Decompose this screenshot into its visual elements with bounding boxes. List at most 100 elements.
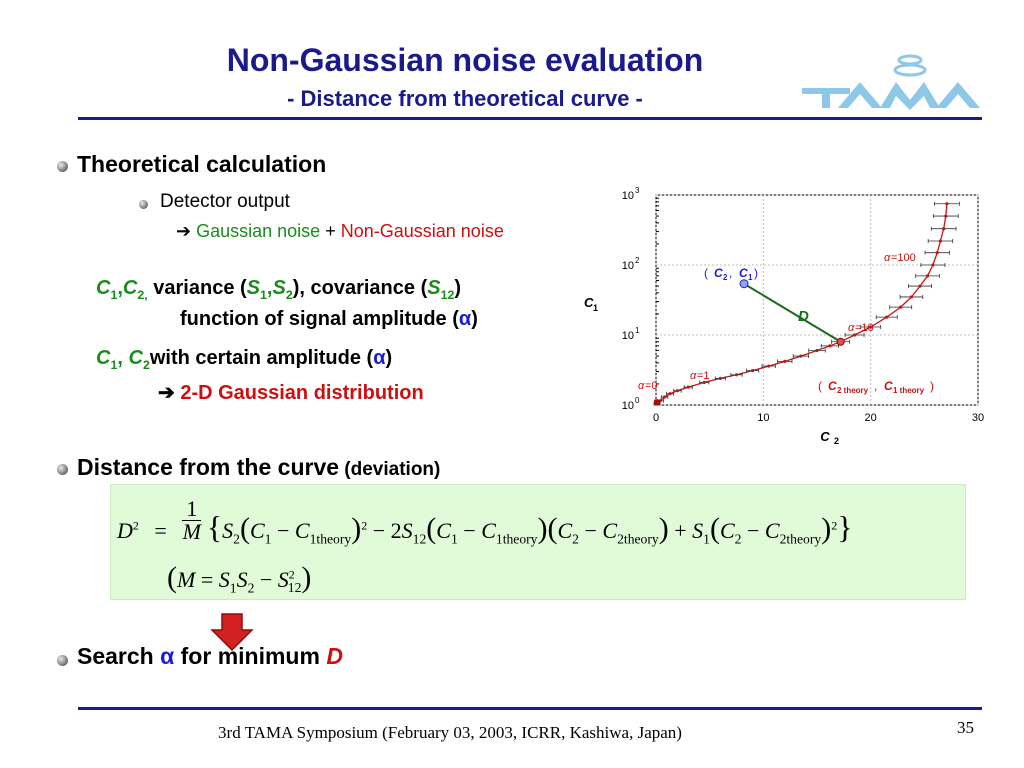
- eq-plus: +: [674, 518, 687, 543]
- data-point: [751, 369, 755, 373]
- eq-sub: 2: [233, 531, 240, 547]
- y-tick-label: 10: [622, 190, 634, 202]
- data-point: [938, 239, 943, 243]
- eq-sub: 1: [703, 531, 710, 547]
- point-label-close: ): [754, 266, 758, 280]
- point-label-c2: C: [714, 266, 723, 280]
- bullet-icon: [139, 200, 148, 209]
- slide-subtitle: - Distance from theoretical curve -: [287, 86, 643, 111]
- comma: ,: [117, 277, 123, 299]
- s2-symbol: S: [272, 277, 286, 299]
- s1-subscript: 1: [260, 288, 267, 302]
- y-tick-exponent: 1: [635, 326, 640, 335]
- eq-exponent: 2: [132, 518, 139, 533]
- detector-output-label: Detector output: [160, 191, 290, 212]
- eq-sub: 1theory: [309, 531, 352, 547]
- eq-c2: C: [557, 518, 573, 543]
- variance-text: variance (: [147, 277, 247, 299]
- eq-c2: C: [719, 518, 735, 543]
- bullet-icon: [57, 655, 68, 666]
- page-number: 35: [957, 718, 974, 737]
- c2-subscript: 2: [142, 358, 150, 372]
- alpha100-label-value: =100: [891, 252, 916, 264]
- s12-symbol: S: [427, 277, 441, 299]
- eq-minus: −: [259, 567, 273, 592]
- data-point: [702, 380, 706, 385]
- eq-minus: −: [746, 518, 760, 543]
- data-point: [662, 395, 667, 399]
- eq-exponent: 2: [288, 567, 295, 582]
- alpha0-label-greek: α: [638, 380, 645, 392]
- data-point: [925, 274, 930, 278]
- distance-heading-text: Distance from the curve: [77, 454, 340, 480]
- y-tick-exponent: 3: [635, 186, 640, 195]
- variance-line: C1,C2, variance (S1,S2), covariance (S12…: [96, 277, 462, 302]
- s2-subscript: 2: [285, 288, 293, 302]
- data-point: [909, 295, 914, 299]
- theory-label-c1-sub: 1 theory: [893, 386, 925, 395]
- amplitude-line: C1, C2with certain amplitude (α): [96, 347, 392, 372]
- eq-minus: −: [584, 518, 597, 543]
- data-point: [945, 202, 949, 206]
- eq-m: M: [177, 567, 196, 592]
- close-paren: ): [471, 308, 478, 330]
- search-text: Search: [77, 643, 161, 669]
- point-label-open: (: [704, 266, 708, 280]
- data-point: [942, 227, 946, 231]
- data-point: [718, 376, 722, 380]
- tama-logo: [802, 54, 980, 110]
- heading-distance: Distance from the curve (deviation): [77, 454, 440, 481]
- alpha100-label-greek: α: [884, 252, 891, 264]
- bullet-icon: [57, 161, 68, 172]
- eq-exponent: 2: [831, 518, 838, 533]
- down-arrow-icon: [210, 613, 254, 652]
- eq-s1: S: [218, 567, 230, 592]
- point-label-c1: C: [739, 266, 748, 280]
- data-point: [686, 385, 690, 389]
- eq-c1-theory: C: [294, 518, 310, 543]
- eq-sub: 2: [734, 531, 742, 547]
- point-label-comma: ,: [729, 266, 732, 280]
- theory-label-open: (: [818, 379, 822, 393]
- non-gaussian-noise-label: Non-Gaussian noise: [340, 221, 504, 241]
- data-point: [918, 284, 922, 288]
- x-tick-label: 0: [653, 412, 659, 424]
- y-tick-label: 10: [622, 400, 634, 412]
- data-point: [885, 315, 889, 319]
- eq-minus: −: [276, 518, 290, 543]
- c2-symbol: C: [128, 347, 143, 369]
- function-line: function of signal amplitude (α): [180, 308, 478, 331]
- x-tick-label: 20: [865, 412, 877, 424]
- eq-denominator: M: [182, 519, 201, 545]
- footer-text: 3rd TAMA Symposium (February 03, 2003, I…: [218, 723, 682, 742]
- y-axis-label-sub: 1: [593, 303, 598, 313]
- eq-sub: 1: [450, 531, 458, 547]
- eq-sub: 12: [287, 580, 302, 596]
- data-point: [852, 333, 857, 337]
- eq-s12: S: [401, 518, 413, 543]
- data-point: [931, 263, 935, 267]
- data-point: [899, 305, 903, 309]
- c1-symbol: C: [96, 277, 111, 299]
- alpha0-label-value: =0: [645, 380, 658, 392]
- eq-minus: −: [372, 518, 386, 543]
- eq-sub: 1: [229, 580, 237, 596]
- theory-label-comma: ,: [874, 379, 877, 393]
- c2-subscript: 2,: [137, 288, 148, 302]
- eq-equals: =: [154, 518, 167, 543]
- eq-d: D: [117, 518, 133, 543]
- x-axis-label: C: [820, 429, 830, 444]
- data-point: [869, 325, 873, 329]
- alpha1-label-greek: α: [690, 370, 697, 382]
- eq-exponent: 2: [361, 518, 368, 533]
- comma: ,: [117, 347, 129, 369]
- bullet-icon: [57, 464, 68, 475]
- alpha1-label-value: =1: [697, 370, 710, 382]
- point-label-c2-sub: 2: [723, 273, 728, 282]
- y-tick-exponent: 0: [635, 396, 640, 405]
- eq-c1: C: [249, 518, 265, 543]
- eq-minus: −: [463, 518, 476, 543]
- arrow-icon: ➔: [176, 221, 192, 241]
- data-point: [668, 392, 672, 396]
